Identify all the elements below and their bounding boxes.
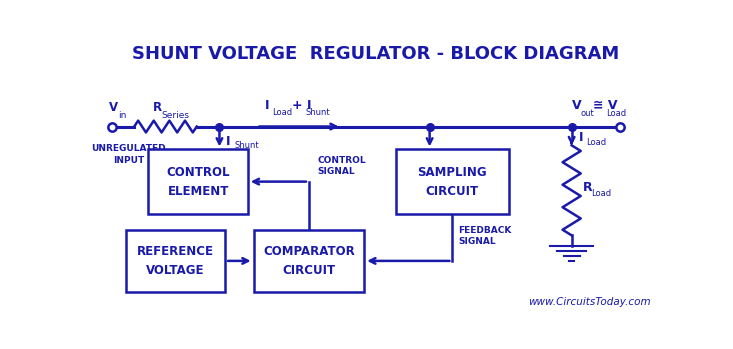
Text: in: in	[118, 111, 127, 120]
Text: + I: + I	[292, 99, 311, 112]
Text: UNREGULATED
INPUT: UNREGULATED INPUT	[91, 144, 166, 165]
Text: Load: Load	[591, 188, 611, 198]
Text: I: I	[265, 99, 270, 112]
Text: V: V	[108, 102, 118, 114]
FancyBboxPatch shape	[396, 149, 509, 214]
Text: ≅ V: ≅ V	[593, 99, 617, 112]
Text: SHUNT VOLTAGE  REGULATOR - BLOCK DIAGRAM: SHUNT VOLTAGE REGULATOR - BLOCK DIAGRAM	[132, 45, 619, 63]
Text: I: I	[578, 131, 583, 144]
Text: SAMPLING
CIRCUIT: SAMPLING CIRCUIT	[418, 166, 487, 198]
FancyBboxPatch shape	[254, 230, 364, 292]
Text: www.CircuitsToday.com: www.CircuitsToday.com	[528, 297, 651, 306]
Text: COMPARATOR
CIRCUIT: COMPARATOR CIRCUIT	[263, 245, 355, 277]
Text: out: out	[581, 109, 594, 118]
Text: Shunt: Shunt	[235, 141, 259, 150]
Text: V: V	[572, 99, 581, 112]
Text: CONTROL
SIGNAL: CONTROL SIGNAL	[317, 156, 366, 176]
Text: R: R	[153, 102, 162, 114]
Text: Load: Load	[606, 109, 627, 118]
Text: Series: Series	[161, 111, 189, 120]
Text: Load: Load	[586, 138, 606, 147]
Text: Shunt: Shunt	[305, 108, 330, 117]
FancyBboxPatch shape	[148, 149, 248, 214]
Text: FEEDBACK
SIGNAL: FEEDBACK SIGNAL	[458, 226, 512, 246]
Text: CONTROL
ELEMENT: CONTROL ELEMENT	[166, 166, 230, 198]
Text: R: R	[583, 181, 593, 194]
Text: REFERENCE
VOLTAGE: REFERENCE VOLTAGE	[137, 245, 214, 277]
FancyBboxPatch shape	[126, 230, 225, 292]
Text: I: I	[226, 135, 231, 148]
Text: Load: Load	[272, 108, 292, 117]
